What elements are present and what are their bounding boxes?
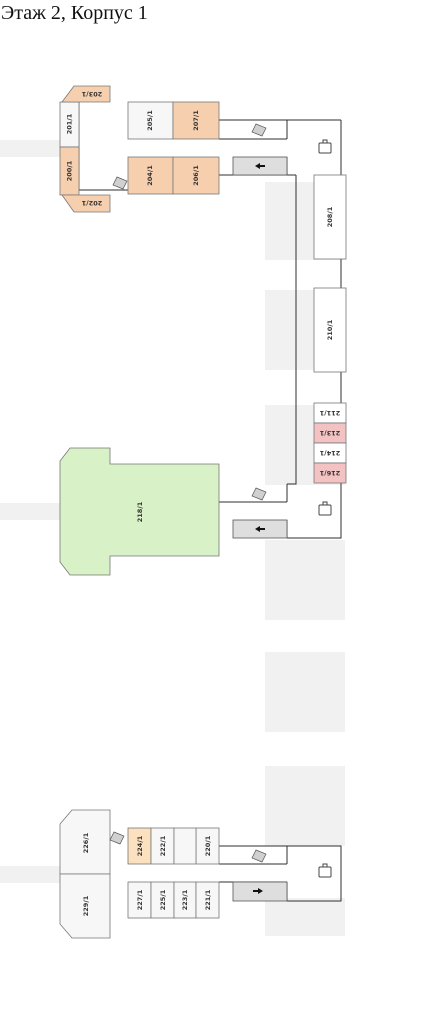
luggage-icon — [318, 866, 332, 878]
stairs-icon — [251, 123, 267, 137]
room-206[interactable] — [172, 156, 220, 195]
room-label: 223/1 — [181, 889, 189, 910]
room-label: 214/1 — [319, 449, 340, 457]
arrow-icon — [258, 888, 263, 894]
room-205[interactable] — [127, 101, 174, 140]
stairs-icon — [251, 849, 267, 863]
room-label: 207/1 — [192, 110, 200, 131]
room-204[interactable] — [127, 156, 174, 195]
room-label: 204/1 — [146, 165, 154, 186]
right-column — [313, 174, 347, 484]
stairs-icons — [109, 123, 267, 863]
room-label: 201/1 — [66, 113, 74, 134]
arrow-icon — [255, 163, 260, 169]
room-label: 218/1 — [136, 501, 144, 522]
lift-arrows — [253, 163, 265, 894]
luggage-icon — [318, 504, 332, 516]
room-label: 206/1 — [192, 165, 200, 186]
room-203[interactable] — [61, 85, 111, 103]
stairs-icon — [109, 831, 125, 845]
room-label: 211/1 — [319, 409, 340, 417]
room-label: 216/1 — [319, 469, 340, 477]
room-label: 208/1 — [326, 206, 334, 227]
room-label: 225/1 — [159, 889, 167, 910]
room-label: 220/1 — [204, 835, 212, 856]
room-221[interactable] — [195, 881, 220, 919]
bottom-left-wing — [59, 809, 220, 939]
room-label: 227/1 — [136, 889, 144, 910]
room-label: 229/1 — [82, 895, 90, 916]
room-208[interactable] — [313, 174, 347, 260]
room-label: 202/1 — [81, 199, 102, 207]
room-218[interactable] — [59, 447, 220, 576]
stairs-icon — [251, 487, 267, 501]
room-216[interactable] — [313, 462, 347, 484]
room-202[interactable] — [61, 194, 111, 213]
room-229[interactable] — [59, 873, 111, 939]
room-210[interactable] — [313, 287, 347, 373]
page-title: Этаж 2, Корпус 1 — [1, 2, 148, 24]
room-label: 226/1 — [82, 832, 90, 853]
room-label: 203/1 — [81, 90, 102, 98]
top-left-wing — [59, 85, 220, 213]
room-207[interactable] — [172, 101, 220, 140]
arrow-icon — [255, 526, 260, 532]
room-label: 222/1 — [159, 835, 167, 856]
room-label: 221/1 — [204, 889, 212, 910]
room-label: 210/1 — [326, 319, 334, 340]
luggage-icons — [318, 139, 332, 878]
room-label: 205/1 — [146, 110, 154, 131]
stairs-icon — [112, 176, 128, 190]
luggage-icon — [318, 142, 332, 154]
room-labels: 201/1 200/1 203/1 202/1 205/1 207/1 204/… — [66, 90, 341, 916]
room-label: 200/1 — [66, 160, 74, 181]
room-label: 213/1 — [319, 429, 340, 437]
room-label: 224/1 — [136, 835, 144, 856]
